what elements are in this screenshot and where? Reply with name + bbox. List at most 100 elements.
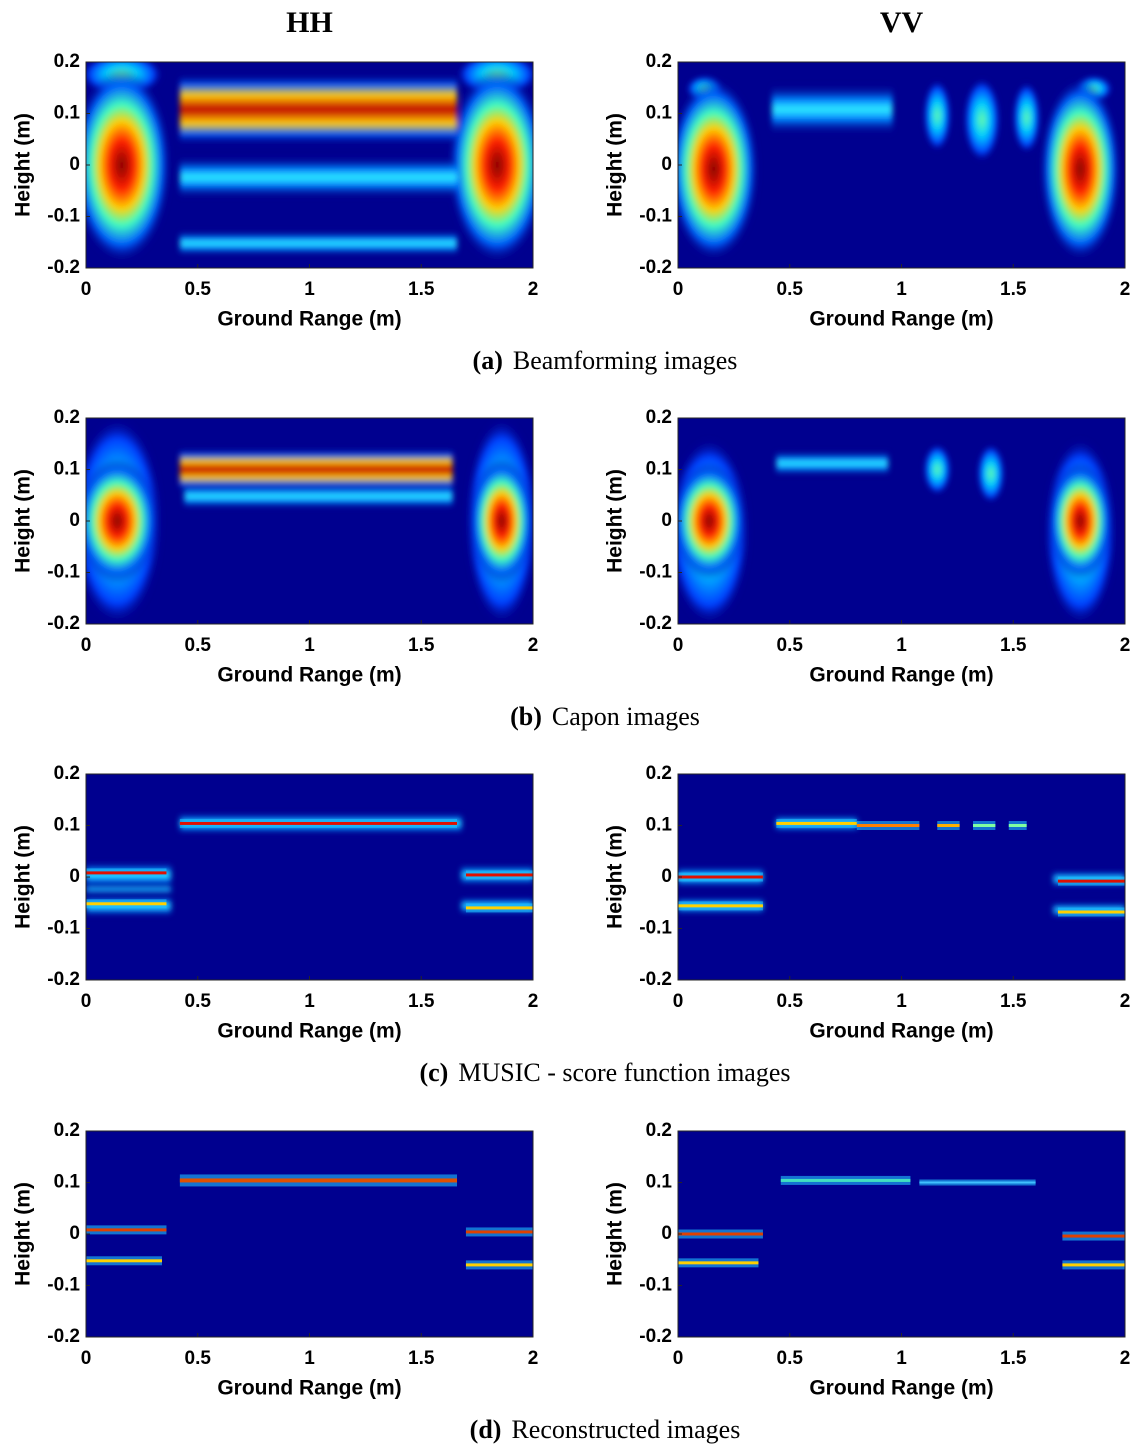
x-tick-label: 2 <box>528 1348 539 1369</box>
heatmap-content <box>86 418 533 624</box>
y-tick-label: 0.2 <box>646 1120 672 1141</box>
x-axis-label: Ground Range (m) <box>217 308 401 331</box>
intensity-blob <box>977 444 1005 503</box>
y-tick-label: 0.2 <box>646 763 672 784</box>
scatterer-line <box>678 1232 763 1236</box>
x-axis-label: Ground Range (m) <box>809 664 993 687</box>
y-tick-label: 0.1 <box>54 459 81 480</box>
x-tick-label: 2 <box>1120 1348 1131 1369</box>
x-tick-label: 0 <box>81 991 92 1012</box>
y-tick-label: -0.2 <box>639 613 672 634</box>
y-tick-label: 0.1 <box>646 1172 673 1193</box>
y-tick-label: -0.2 <box>47 1326 80 1347</box>
x-tick-label: 0 <box>673 279 684 300</box>
y-axis-label: Height (m) <box>604 825 627 929</box>
caption: (c) MUSIC - score function images <box>419 1058 790 1087</box>
heatmap-content <box>678 438 1117 624</box>
x-tick-label: 0.5 <box>185 991 212 1012</box>
x-tick-label: 0.5 <box>777 991 804 1012</box>
x-tick-label: 0 <box>673 991 684 1012</box>
x-tick-label: 2 <box>528 635 539 656</box>
scatterer-line <box>86 1228 167 1232</box>
x-tick-label: 1 <box>896 635 907 656</box>
y-tick-label: 0 <box>69 1223 80 1244</box>
scatterer-line <box>179 1178 458 1183</box>
y-tick-label: 0.2 <box>646 407 672 428</box>
column-title: VV <box>880 6 924 39</box>
y-tick-label: -0.2 <box>47 969 80 990</box>
y-tick-label: 0.1 <box>646 103 673 124</box>
heatmap <box>86 1131 533 1337</box>
scatterer-line <box>856 824 920 827</box>
caption-text: MUSIC - score function images <box>458 1058 790 1087</box>
x-axis-label: Ground Range (m) <box>809 1377 993 1400</box>
heatmap <box>86 62 533 268</box>
caption-text: Beamforming images <box>513 346 738 375</box>
intensity-blob <box>86 68 171 262</box>
intensity-blob <box>470 459 533 583</box>
x-tick-label: 0.5 <box>185 635 212 656</box>
y-tick-label: 0.2 <box>54 51 80 72</box>
y-tick-label: -0.1 <box>47 206 80 227</box>
y-tick-label: 0 <box>661 866 672 887</box>
x-tick-label: 0 <box>673 635 684 656</box>
intensity-band <box>86 885 171 894</box>
x-axis-label: Ground Range (m) <box>217 1377 401 1400</box>
intensity-band <box>179 230 458 256</box>
x-tick-label: 1.5 <box>1000 279 1027 300</box>
scatterer-line <box>465 873 533 877</box>
y-tick-label: -0.1 <box>639 206 672 227</box>
x-tick-label: 0.5 <box>777 635 804 656</box>
x-tick-label: 1 <box>304 279 315 300</box>
y-tick-label: -0.1 <box>47 562 80 583</box>
y-tick-label: -0.2 <box>639 1326 672 1347</box>
x-tick-label: 0 <box>81 1348 92 1369</box>
y-tick-label: 0 <box>69 510 80 531</box>
scatterer-line <box>86 902 167 906</box>
x-tick-label: 1.5 <box>1000 991 1027 1012</box>
caption-text: Reconstructed images <box>511 1415 740 1444</box>
x-tick-label: 2 <box>528 279 539 300</box>
y-tick-label: -0.1 <box>639 1275 672 1296</box>
y-axis-label: Height (m) <box>604 1182 627 1286</box>
y-tick-label: 0.2 <box>54 1120 80 1141</box>
intensity-band <box>179 156 458 198</box>
y-tick-label: 0.1 <box>54 103 81 124</box>
y-tick-label: -0.1 <box>639 562 672 583</box>
heatmap <box>678 1131 1125 1337</box>
x-tick-label: 0.5 <box>777 279 804 300</box>
intensity-blob <box>1040 78 1121 260</box>
intensity-band <box>179 74 458 145</box>
scatterer-line <box>780 1178 911 1182</box>
heatmap <box>678 62 1125 268</box>
y-tick-label: 0.2 <box>54 763 80 784</box>
y-tick-label: 0 <box>661 1223 672 1244</box>
caption-label: (d) <box>470 1415 502 1444</box>
heatmap-content <box>86 62 533 262</box>
scatterer-line <box>1057 879 1125 883</box>
scatterer-line <box>1062 1234 1125 1238</box>
intensity-blob <box>678 78 759 260</box>
x-axis-label: Ground Range (m) <box>217 1020 401 1043</box>
y-axis-label: Height (m) <box>12 113 35 217</box>
x-tick-label: 1.5 <box>408 991 435 1012</box>
scatterer-line <box>1057 910 1125 914</box>
heatmap <box>86 774 533 980</box>
x-tick-label: 2 <box>1120 279 1131 300</box>
caption: (a) Beamforming images <box>473 346 738 375</box>
scatterer-line <box>973 824 996 827</box>
intensity-blob <box>923 444 951 495</box>
y-axis-label: Height (m) <box>12 1182 35 1286</box>
x-tick-label: 0 <box>81 635 92 656</box>
y-tick-label: 0.2 <box>54 407 80 428</box>
intensity-blob <box>1013 82 1041 153</box>
x-tick-label: 0.5 <box>185 1348 212 1369</box>
x-tick-label: 1.5 <box>408 635 435 656</box>
scatterer-line <box>1008 824 1027 827</box>
y-tick-label: -0.1 <box>639 918 672 939</box>
x-axis-label: Ground Range (m) <box>809 308 993 331</box>
intensity-band <box>179 448 453 491</box>
heatmap <box>86 418 533 624</box>
y-tick-label: 0.2 <box>646 51 672 72</box>
